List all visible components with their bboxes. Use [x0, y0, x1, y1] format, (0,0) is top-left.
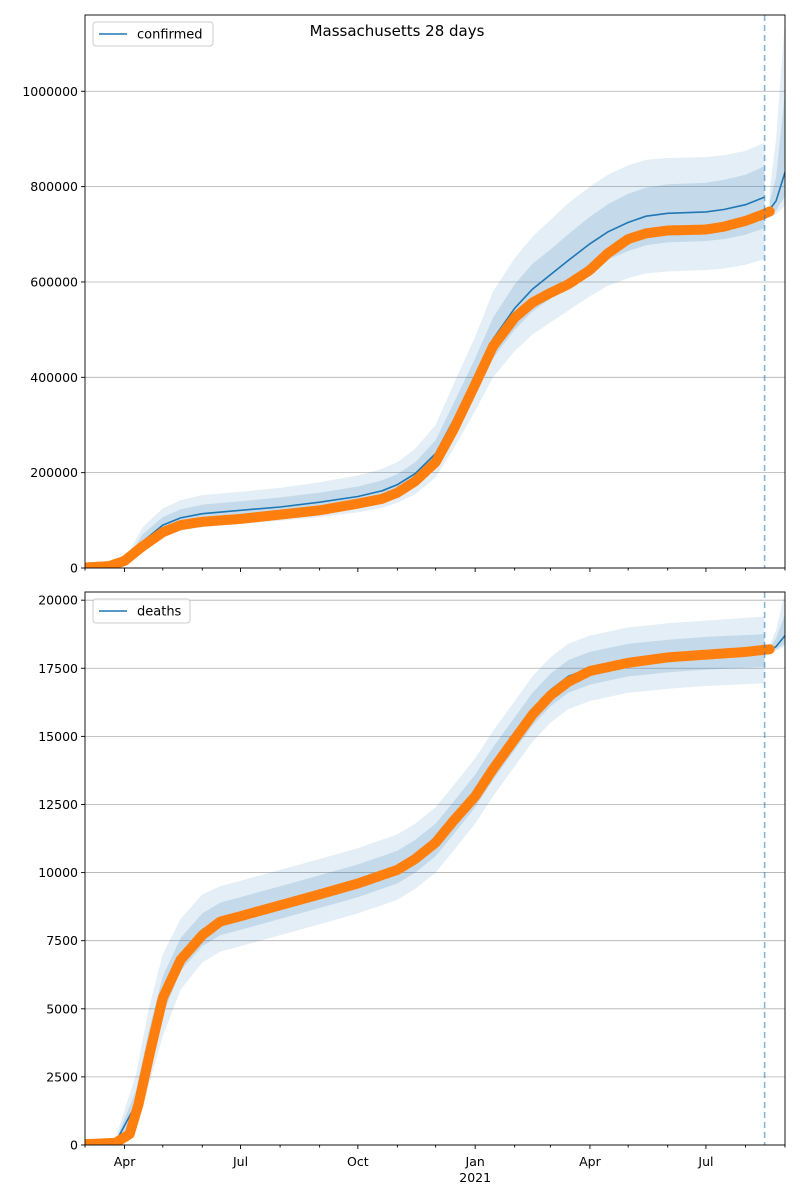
- y-tick-label: 10000: [38, 865, 78, 880]
- observed-point: [764, 644, 775, 655]
- y-tick-label: 1000000: [22, 84, 78, 99]
- forecast-band-outer: [769, 592, 785, 654]
- x-axis: [84, 568, 786, 572]
- model-line: [85, 649, 765, 1145]
- y-tick-label: 200000: [30, 465, 78, 480]
- x-year-label: 2021: [459, 1170, 491, 1185]
- legend: confirmed: [92, 21, 214, 47]
- gridlines: [85, 599, 785, 1146]
- observed-points: [85, 644, 775, 1145]
- x-tick-label: Apr: [114, 1154, 136, 1169]
- x-axis: Apr Jul Oct Jan Apr Jul 2021: [84, 1145, 786, 1185]
- plot-area: [85, 19, 785, 568]
- y-tick-label: 12500: [38, 797, 78, 812]
- y-axis: 0 2500 5000 7500 10000 12500 15000 17500 20000: [38, 593, 85, 1153]
- plot-area: [85, 592, 785, 1145]
- axes-frame: [84, 14, 786, 569]
- y-tick-label: 20000: [38, 593, 78, 608]
- forecast-band-outer: [769, 19, 785, 218]
- confirmed-chart: 0 200000 400000 600000 800000 1000000 confirme…: [22, 14, 786, 576]
- y-tick-label: 800000: [30, 179, 78, 194]
- x-tick-label: Apr: [579, 1154, 601, 1169]
- axes-frame: [84, 591, 786, 1146]
- uncertainty-band-outer: [85, 616, 765, 1145]
- legend-label: confirmed: [137, 28, 203, 43]
- legend-box: [92, 598, 191, 624]
- x-tick-label: Oct: [347, 1154, 369, 1169]
- x-tick-label: Jul: [697, 1154, 713, 1169]
- uncertainty-band-inner: [85, 634, 765, 1144]
- y-axis: 0 200000 400000 600000 800000 1000000: [22, 84, 85, 576]
- y-tick-label: 0: [70, 561, 78, 576]
- y-tick-label: 5000: [46, 1001, 78, 1016]
- observed-points: [85, 206, 775, 568]
- legend-box: [92, 21, 214, 47]
- uncertainty-band-outer: [85, 142, 765, 568]
- legend-label: deaths: [137, 605, 182, 620]
- y-tick-label: 400000: [30, 370, 78, 385]
- y-tick-label: 17500: [38, 661, 78, 676]
- observed-point: [764, 206, 775, 217]
- forecast-band-inner: [769, 613, 785, 652]
- y-tick-label: 0: [70, 1138, 78, 1153]
- legend: deaths: [92, 598, 191, 624]
- figure-title: Massachusetts 28 days: [310, 22, 485, 40]
- forecast-line: [769, 172, 785, 210]
- x-tick-label: Jan: [465, 1154, 485, 1169]
- y-tick-label: 600000: [30, 274, 78, 289]
- x-tick-label: Jul: [232, 1154, 248, 1169]
- y-tick-label: 15000: [38, 729, 78, 744]
- y-tick-label: 2500: [46, 1069, 78, 1084]
- deaths-chart: 0 2500 5000 7500 10000 12500 15000 17500 20000 Ap…: [38, 591, 786, 1185]
- y-tick-label: 7500: [46, 933, 78, 948]
